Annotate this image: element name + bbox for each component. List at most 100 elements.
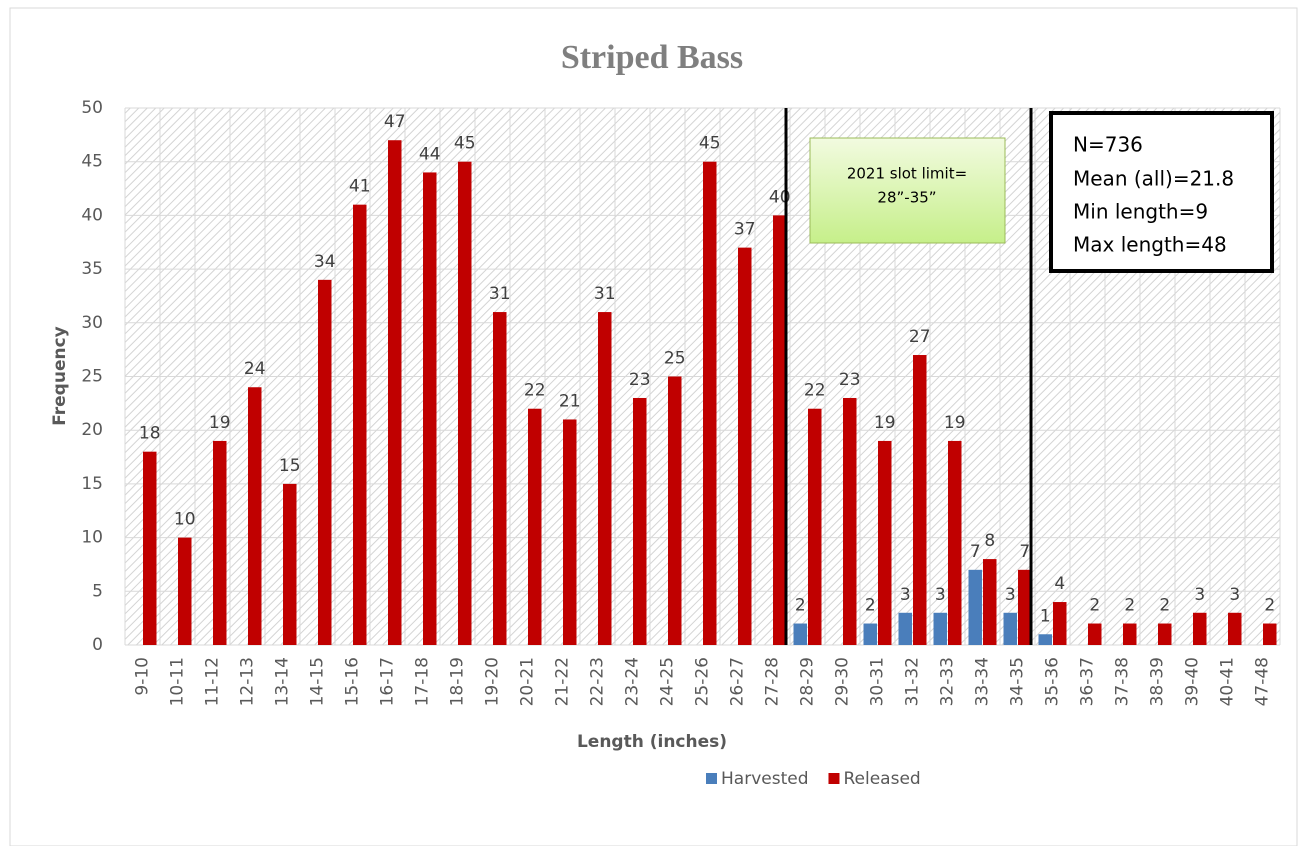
bar (458, 161, 472, 645)
value-label: 27 (909, 327, 931, 347)
x-tick-label: 34-35 (1008, 657, 1028, 706)
value-label: 19 (209, 413, 231, 433)
value-label: 24 (244, 359, 266, 379)
x-tick-label: 9-10 (133, 657, 153, 696)
y-tick-label: 50 (81, 98, 103, 118)
bar (388, 140, 402, 645)
bar (863, 623, 877, 645)
bar (1193, 612, 1207, 645)
bar (528, 408, 542, 645)
y-tick-label: 10 (81, 528, 103, 548)
bar (563, 419, 577, 645)
stats-line: Mean (all)=21.8 (1073, 167, 1234, 191)
x-axis-label: Length (inches) (577, 732, 727, 752)
value-label: 23 (629, 370, 651, 390)
value-label: 7 (970, 542, 981, 562)
value-label: 23 (839, 370, 861, 390)
stats-line: Max length=48 (1073, 233, 1227, 257)
x-tick-label: 25-26 (693, 657, 713, 706)
value-label: 25 (664, 349, 686, 369)
value-label: 22 (524, 381, 546, 401)
x-tick-label: 26-27 (728, 657, 748, 706)
stats-box (1049, 111, 1274, 273)
value-label: 2 (1124, 596, 1135, 616)
legend-swatch (828, 773, 840, 784)
x-tick-label: 39-40 (1183, 657, 1203, 706)
legend-label: Harvested (721, 769, 808, 789)
value-label: 37 (734, 220, 756, 240)
legend-swatch (706, 773, 717, 784)
value-label: 2 (1089, 596, 1100, 616)
bar (793, 623, 807, 645)
value-label: 2 (1264, 596, 1275, 616)
x-tick-label: 17-18 (413, 657, 433, 706)
value-label: 3 (935, 585, 946, 605)
bar (898, 612, 912, 645)
chart-title: Striped Bass (561, 39, 743, 76)
bar (703, 161, 717, 645)
value-label: 3 (1005, 585, 1016, 605)
x-tick-label: 32-33 (938, 657, 958, 706)
y-tick-label: 20 (81, 420, 103, 440)
value-label: 45 (454, 134, 476, 154)
x-tick-label: 23-24 (623, 657, 643, 706)
value-label: 47 (384, 112, 406, 132)
x-tick-label: 37-38 (1113, 657, 1133, 706)
bar (773, 215, 787, 645)
x-tick-label: 24-25 (658, 657, 678, 706)
value-label: 1 (1040, 606, 1051, 626)
bar (878, 440, 892, 645)
value-label: 19 (944, 413, 966, 433)
bar (948, 440, 962, 645)
x-tick-label: 29-30 (833, 657, 853, 706)
x-tick-label: 31-32 (903, 657, 923, 706)
value-label: 31 (594, 284, 616, 304)
x-tick-label: 18-19 (448, 657, 468, 706)
x-tick-label: 15-16 (343, 657, 363, 706)
bar (1018, 569, 1032, 645)
x-tick-label: 47-48 (1253, 657, 1273, 706)
y-tick-label: 45 (81, 152, 103, 172)
x-tick-label: 12-13 (238, 657, 258, 706)
value-label: 8 (984, 531, 995, 551)
value-label: 44 (419, 144, 441, 164)
value-label: 15 (279, 456, 301, 476)
y-tick-label: 5 (92, 581, 103, 601)
bar (1123, 623, 1137, 645)
x-tick-label: 20-21 (518, 657, 538, 706)
x-tick-label: 22-23 (588, 657, 608, 706)
bar (808, 408, 822, 645)
bar (423, 172, 437, 645)
value-label: 2 (795, 596, 806, 616)
value-label: 18 (139, 424, 161, 444)
legend-label: Released (843, 769, 920, 789)
value-label: 45 (699, 134, 721, 154)
bar (143, 451, 157, 645)
y-tick-label: 15 (81, 474, 103, 494)
bar (668, 376, 682, 645)
x-tick-label: 38-39 (1148, 657, 1168, 706)
x-tick-label: 16-17 (378, 657, 398, 706)
x-tick-label: 10-11 (168, 657, 188, 706)
y-tick-label: 25 (81, 367, 103, 387)
value-label: 10 (174, 510, 196, 530)
y-tick-label: 30 (81, 313, 103, 333)
bar (968, 569, 982, 645)
value-label: 19 (874, 413, 896, 433)
y-tick-label: 35 (81, 259, 103, 279)
bar (1053, 602, 1067, 645)
y-axis-label: Frequency (50, 326, 70, 426)
bar (738, 247, 752, 645)
bar (1088, 623, 1102, 645)
value-label: 4 (1054, 574, 1065, 594)
slot-note: 28”-35” (877, 189, 936, 207)
bar (933, 612, 947, 645)
bar (178, 537, 192, 645)
value-label: 21 (559, 391, 581, 411)
value-label: 2 (865, 596, 876, 616)
grid: 0 5 10 15 20 25 30 35 40 45 50 9-10 10-11 11-12 12-13 1… (81, 98, 1281, 706)
bar (843, 397, 857, 645)
value-label: 3 (1229, 585, 1240, 605)
x-tick-label: 35-36 (1043, 657, 1063, 706)
x-tick-label: 19-20 (483, 657, 503, 706)
